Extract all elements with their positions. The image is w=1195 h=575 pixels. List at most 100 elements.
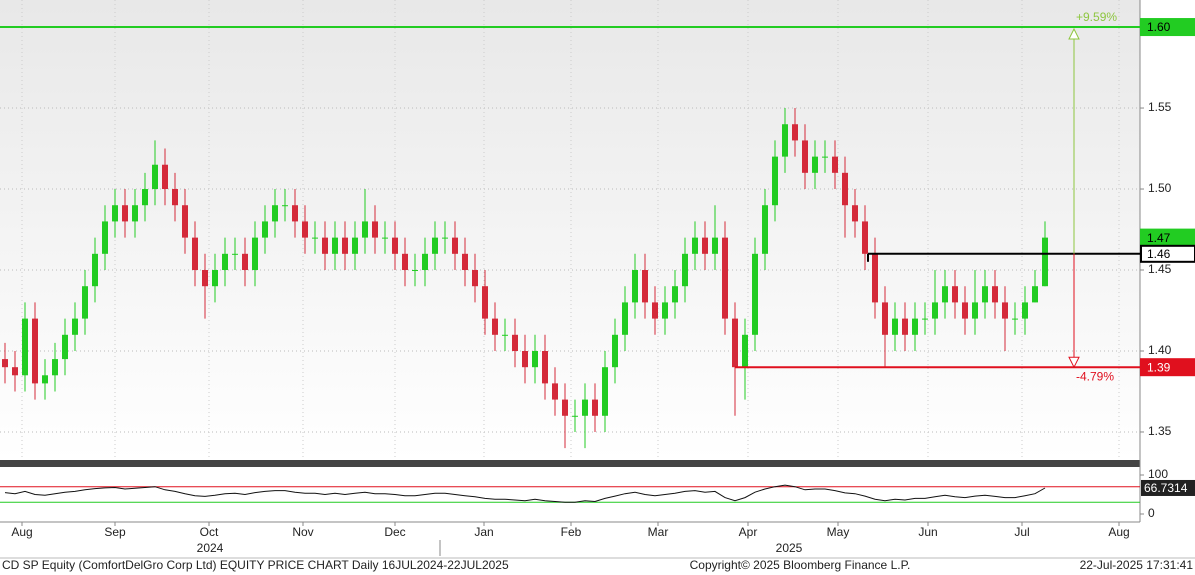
- arrow-up-head: [1068, 27, 1080, 40]
- rsi-line: [4, 484, 1046, 503]
- candle-body: [962, 302, 968, 319]
- candle-body: [772, 156, 778, 206]
- candle-body: [702, 237, 708, 254]
- candle-body: [152, 164, 158, 190]
- last-price-label: 1.47: [1147, 231, 1171, 245]
- footer-left: CD SP Equity (ComfortDelGro Corp Ltd) EQ…: [2, 558, 509, 572]
- candle-body: [532, 350, 538, 368]
- x-tick-label: Jan: [474, 525, 493, 539]
- candle-body: [612, 334, 618, 368]
- candle-body: [32, 318, 38, 384]
- candle-body: [1032, 286, 1038, 303]
- arrow-down-head: [1068, 356, 1080, 369]
- y-tick-label: 1.50: [1148, 181, 1172, 195]
- candle-body: [22, 318, 28, 376]
- candle-body: [1002, 302, 1008, 319]
- candle-body: [902, 318, 908, 335]
- x-tick-label: Jul: [1014, 525, 1029, 539]
- candle-body: [872, 253, 878, 303]
- candle-body: [2, 359, 8, 368]
- candle-body: [1012, 318, 1018, 320]
- x-tick-label: May: [827, 525, 850, 539]
- candle-body: [102, 221, 108, 254]
- candle-body: [282, 205, 288, 207]
- candle-body: [492, 318, 498, 335]
- x-tick-label: Nov: [292, 525, 313, 539]
- candle-body: [212, 270, 218, 287]
- x-tick-label: Jun: [918, 525, 937, 539]
- candle-body: [802, 140, 808, 173]
- candle-body: [172, 189, 178, 206]
- candle-body: [882, 302, 888, 335]
- rsi-panel: [0, 467, 1140, 522]
- candle-body: [82, 286, 88, 319]
- y-tick-label: 1.55: [1148, 100, 1172, 114]
- candle-body: [952, 286, 958, 303]
- candle-body: [762, 205, 768, 254]
- candle-body: [92, 253, 98, 287]
- candle-body: [892, 318, 898, 335]
- candle-body: [1022, 302, 1028, 319]
- candle-body: [582, 399, 588, 416]
- rsi-last-label: 66.7314: [1144, 481, 1188, 495]
- y-tick-label: 1.35: [1148, 424, 1172, 438]
- price-panel: [0, 0, 1140, 460]
- candle-body: [592, 399, 598, 416]
- x-tick-label: Apr: [739, 525, 758, 539]
- candle-body: [832, 156, 838, 173]
- candle-body: [352, 237, 358, 254]
- footer-center: Copyright© 2025 Bloomberg Finance L.P.: [690, 558, 911, 572]
- candle-body: [122, 205, 128, 222]
- candle-body: [12, 367, 18, 376]
- candle-body: [242, 253, 248, 271]
- year-label: 2024: [197, 541, 224, 555]
- candle-body: [272, 205, 278, 222]
- y-tick-label: 1.45: [1148, 262, 1172, 276]
- candle-body: [62, 334, 68, 360]
- rsi-tick-label: 100: [1148, 467, 1168, 481]
- year-label: 2025: [776, 541, 803, 555]
- x-tick-label: Dec: [384, 525, 405, 539]
- x-tick-label: Feb: [561, 525, 582, 539]
- candle-body: [552, 383, 558, 400]
- candle-body: [822, 156, 828, 158]
- candle-body: [372, 221, 378, 238]
- footer-right: 22-Jul-2025 17:31:41: [1080, 558, 1194, 572]
- candle-body: [992, 286, 998, 303]
- level-box: [1140, 244, 1195, 263]
- candle-body: [602, 367, 608, 416]
- candle-body: [462, 253, 468, 271]
- candle-body: [52, 359, 58, 376]
- candle-body: [312, 237, 318, 239]
- candle-body: [252, 237, 258, 271]
- candle-body: [232, 253, 238, 255]
- candle-body: [782, 124, 788, 157]
- candle-body: [622, 302, 628, 335]
- candle-body: [482, 286, 488, 319]
- candle-body: [922, 318, 928, 320]
- candle-body: [632, 270, 638, 303]
- candle-body: [502, 334, 508, 336]
- candle-body: [852, 205, 858, 222]
- candle-body: [972, 302, 978, 319]
- candle-body: [262, 221, 268, 238]
- candle-body: [692, 237, 698, 254]
- candle-body: [392, 237, 398, 254]
- rsi-tick-label: 0: [1148, 506, 1155, 520]
- candle-body: [72, 318, 78, 335]
- candle-body: [342, 237, 348, 254]
- y-tick-label: 1.40: [1148, 343, 1172, 357]
- candle-body: [522, 350, 528, 368]
- candle-body: [812, 156, 818, 173]
- candle-body: [662, 302, 668, 319]
- level-label: 1.39: [1147, 360, 1171, 374]
- candle-body: [912, 318, 918, 335]
- candle-body: [932, 302, 938, 319]
- level-box: [1140, 358, 1195, 377]
- candle-body: [572, 415, 578, 417]
- candle-body: [442, 237, 448, 239]
- change-down-label: -4.79%: [1076, 369, 1114, 383]
- candle-body: [382, 237, 388, 239]
- candle-body: [112, 205, 118, 222]
